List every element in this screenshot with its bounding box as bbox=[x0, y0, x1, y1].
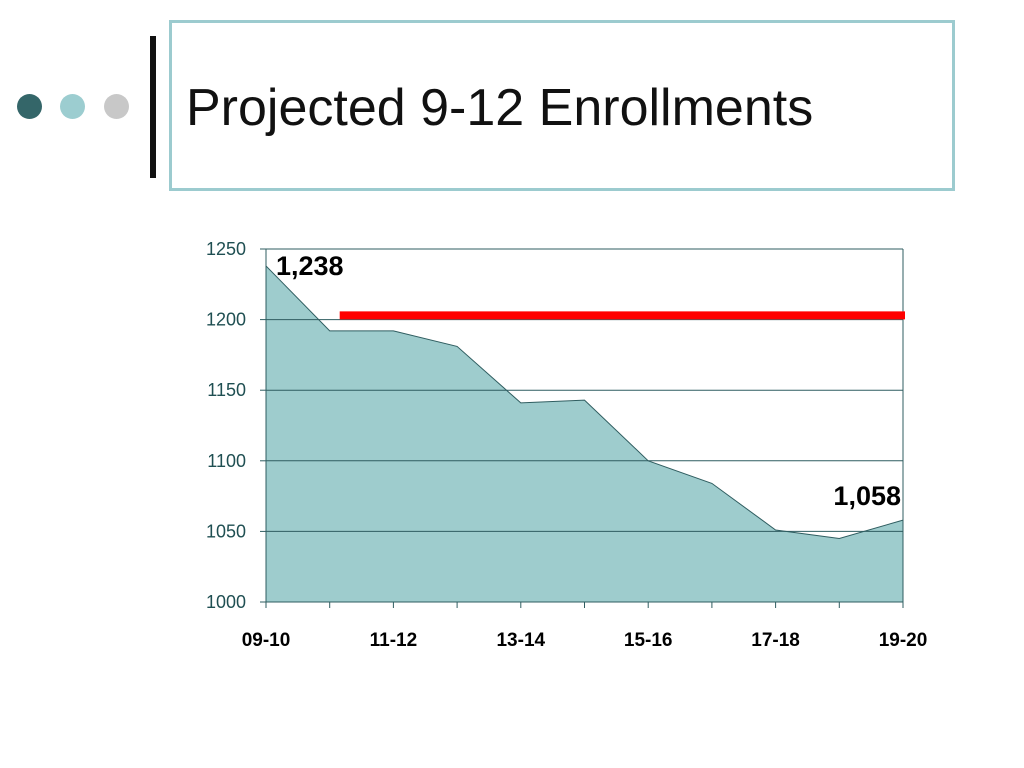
y-tick-label: 1000 bbox=[206, 592, 246, 612]
bullet-dot-light bbox=[60, 94, 85, 119]
y-tick-label: 1100 bbox=[207, 451, 246, 471]
x-tick-label: 13-14 bbox=[496, 630, 545, 651]
bullet-dot-grey bbox=[104, 94, 129, 119]
title-divider bbox=[150, 36, 156, 178]
y-tick-label: 1050 bbox=[206, 521, 246, 541]
x-tick-label: 09-10 bbox=[242, 630, 291, 651]
data-label: 1,058 bbox=[833, 481, 901, 511]
x-tick-label: 17-18 bbox=[751, 630, 800, 651]
x-tick-label: 15-16 bbox=[624, 630, 673, 651]
slide-title: Projected 9-12 Enrollments bbox=[186, 79, 814, 137]
title-box: Projected 9-12 Enrollments bbox=[169, 20, 955, 191]
x-tick-label: 11-12 bbox=[370, 630, 418, 651]
bullet-dot-dark bbox=[17, 94, 42, 119]
y-tick-label: 1250 bbox=[206, 239, 246, 259]
y-tick-label: 1200 bbox=[206, 310, 246, 330]
area-fill bbox=[266, 265, 903, 602]
area-line bbox=[265, 265, 904, 539]
y-tick-label: 1150 bbox=[207, 380, 246, 400]
x-tick-label: 19-20 bbox=[879, 630, 928, 651]
data-label: 1,238 bbox=[276, 251, 344, 281]
